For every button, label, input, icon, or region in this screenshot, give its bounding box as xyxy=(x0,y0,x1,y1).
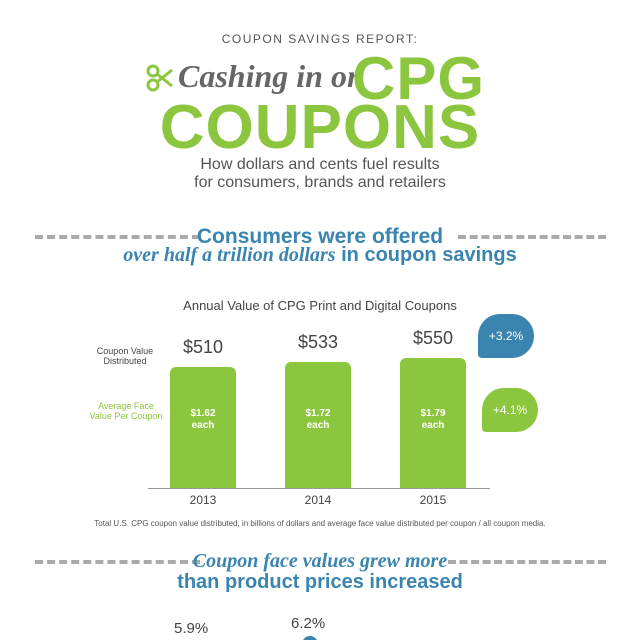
dot xyxy=(302,636,318,640)
bar xyxy=(400,358,466,488)
title-coupons: COUPONS xyxy=(159,93,481,162)
scissors-icon xyxy=(146,64,173,92)
title-cpg: CPG xyxy=(352,45,486,112)
stat-value: 6.2% xyxy=(291,615,326,632)
kicker: COUPON SAVINGS REPORT: xyxy=(221,32,419,46)
face-value-unit: each xyxy=(306,420,330,431)
section-title: Consumers were offered xyxy=(196,225,444,248)
divider xyxy=(35,235,200,239)
value-label: $510 xyxy=(182,337,224,358)
chart-title: Annual Value of CPG Print and Digital Co… xyxy=(183,298,457,313)
footnote: Total U.S. CPG coupon value distributed,… xyxy=(94,519,546,528)
x-tick-label: 2015 xyxy=(419,493,447,507)
face-value: $1.62 xyxy=(190,408,216,419)
face-value-unit: each xyxy=(421,420,445,431)
face-value: $1.79 xyxy=(420,408,446,419)
stat-value: 5.9% xyxy=(174,620,209,637)
section-title: over half a trillion dollars in coupon s… xyxy=(0,244,640,267)
divider xyxy=(35,560,200,564)
section-title-script: over half a trillion dollars xyxy=(123,244,336,266)
value-label: $533 xyxy=(297,332,339,353)
series-label: Average Face Value Per Coupon xyxy=(89,401,163,421)
bar xyxy=(285,362,351,488)
x-tick-label: 2013 xyxy=(189,493,217,507)
growth-bubble xyxy=(478,314,534,358)
value-label: $550 xyxy=(412,328,454,348)
axis-line xyxy=(148,488,490,489)
growth-label: +4.1% xyxy=(492,403,528,417)
x-tick-label: 2014 xyxy=(304,493,332,507)
subtitle: How dollars and cents fuel results xyxy=(200,156,440,173)
divider xyxy=(448,560,606,564)
divider xyxy=(458,235,606,239)
section-title: than product prices increased xyxy=(177,571,463,593)
growth-bubble xyxy=(482,388,538,432)
subtitle: for consumers, brands and retailers xyxy=(194,174,446,191)
face-value-unit: each xyxy=(191,420,215,431)
section-title-rest: in coupon savings xyxy=(341,244,517,266)
face-value: $1.72 xyxy=(305,408,331,419)
growth-label: +3.2% xyxy=(488,329,524,343)
bar xyxy=(170,367,236,488)
section-title-script: Coupon face values grew more xyxy=(192,550,448,572)
title-script: Cashing in on xyxy=(178,58,365,94)
series-label: Coupon Value Distributed xyxy=(96,346,154,366)
